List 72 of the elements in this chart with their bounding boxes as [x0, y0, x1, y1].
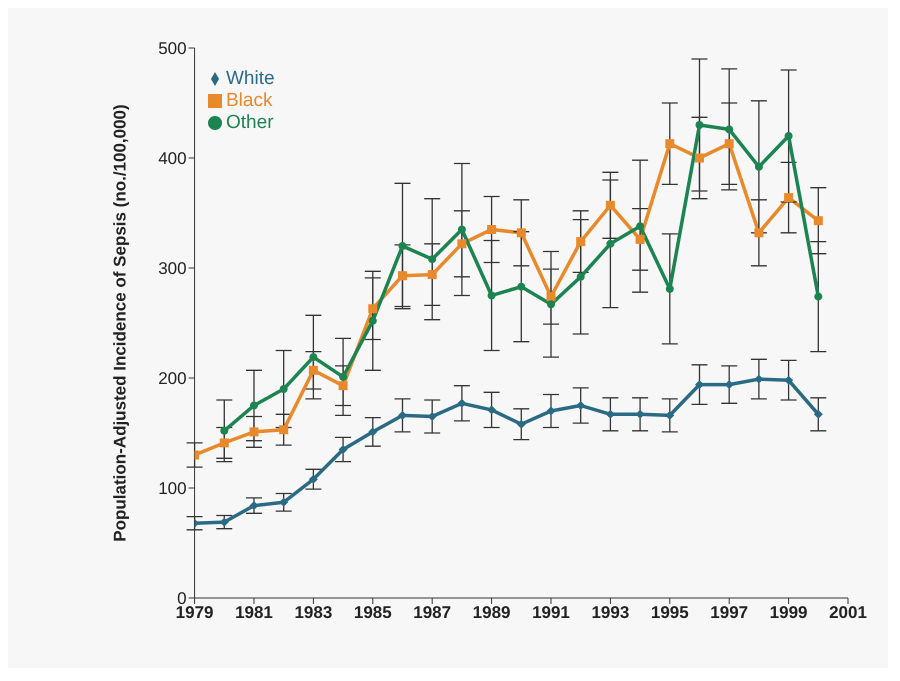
- point: [814, 410, 823, 419]
- point: [636, 222, 644, 230]
- point: [666, 284, 674, 293]
- point: [694, 154, 704, 162]
- point: [754, 228, 764, 238]
- point: [309, 353, 318, 362]
- point: [368, 304, 378, 314]
- point: [517, 282, 526, 291]
- point: [606, 240, 614, 248]
- point: [457, 398, 466, 408]
- y-tick-label: 100: [158, 479, 187, 498]
- point: [576, 272, 585, 281]
- point: [338, 445, 348, 454]
- point: [487, 405, 496, 414]
- point: [220, 438, 229, 448]
- point: [516, 420, 526, 429]
- y-tick-label: 300: [158, 259, 187, 278]
- point: [279, 425, 288, 434]
- point: [784, 193, 794, 202]
- point: [546, 300, 555, 308]
- y-tick-label: 500: [158, 39, 187, 58]
- point: [576, 237, 586, 246]
- point: [220, 426, 228, 435]
- point: [368, 316, 377, 325]
- point: [546, 406, 556, 416]
- x-tick-label: 1991: [532, 603, 570, 622]
- point: [398, 271, 407, 280]
- point: [338, 381, 348, 390]
- y-tick-label: 400: [158, 149, 187, 168]
- point: [457, 239, 466, 248]
- point: [576, 401, 586, 410]
- y-tick-label: 200: [158, 369, 187, 388]
- point: [487, 225, 496, 234]
- x-tick-label: 1987: [413, 603, 452, 622]
- point: [665, 139, 674, 148]
- point: [488, 292, 496, 300]
- point: [814, 292, 822, 301]
- x-tick-label: 1983: [294, 603, 332, 622]
- point: [458, 226, 466, 234]
- legend-label: Black: [226, 90, 272, 111]
- point: [339, 372, 348, 381]
- legend-label: White: [226, 68, 275, 89]
- x-tick-label: 1997: [710, 603, 748, 622]
- point: [606, 200, 615, 210]
- point: [249, 427, 258, 436]
- x-tick-label: 1981: [235, 603, 273, 622]
- y-axis-title: Population-Adjusted Incidence of Sepsis (no./100,000): [110, 104, 130, 542]
- x-tick-label: 1979: [176, 603, 214, 622]
- point: [724, 139, 734, 148]
- point: [308, 474, 318, 484]
- point: [695, 121, 704, 129]
- point: [754, 162, 763, 171]
- point: [280, 385, 288, 393]
- point: [250, 402, 258, 410]
- point: [428, 270, 437, 280]
- point: [636, 234, 645, 244]
- x-tick-label: 1989: [472, 603, 510, 622]
- x-tick-label: 2001: [829, 603, 867, 622]
- point: [428, 255, 436, 264]
- point: [546, 292, 556, 302]
- legend-label: Other: [226, 112, 274, 133]
- x-tick-label: 1999: [770, 603, 808, 622]
- point: [398, 242, 406, 250]
- x-tick-label: 1993: [591, 603, 630, 622]
- point: [516, 228, 526, 238]
- point: [814, 216, 823, 226]
- point: [725, 125, 734, 134]
- x-tick-label: 1985: [354, 603, 392, 622]
- point: [308, 366, 318, 375]
- point: [784, 132, 793, 140]
- point: [368, 427, 378, 436]
- x-tick-label: 1995: [650, 603, 689, 622]
